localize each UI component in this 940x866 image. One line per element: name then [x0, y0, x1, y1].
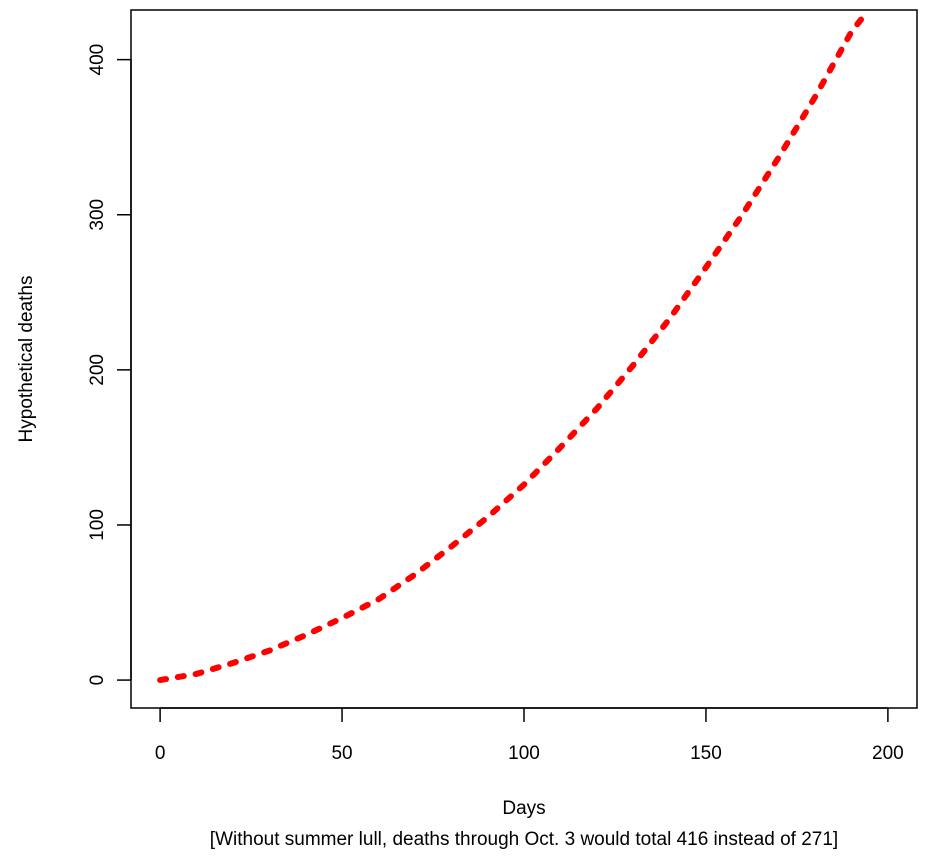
x-tick-label: 200 [872, 743, 904, 764]
y-tick-label: 300 [87, 199, 108, 231]
x-tick-label: 50 [331, 743, 352, 764]
series-line [157, 10, 870, 684]
y-tick-label: 400 [87, 44, 108, 76]
y-tick-label: 100 [87, 509, 108, 541]
x-tick-label: 0 [155, 743, 166, 764]
chart-caption: [Without summer lull, deaths through Oct… [210, 829, 838, 850]
x-tick-label: 100 [508, 743, 540, 764]
y-axis-label: Hypothetical deaths [16, 276, 37, 443]
y-axis: 0 100 200 300 400 [87, 44, 132, 686]
plot-frame [130, 9, 918, 709]
x-axis-label: Days [502, 798, 545, 819]
y-tick-label: 200 [87, 354, 108, 386]
y-tick-label: 0 [87, 675, 108, 686]
x-axis: 0 50 100 150 200 [155, 707, 904, 764]
x-tick-label: 150 [690, 743, 722, 764]
